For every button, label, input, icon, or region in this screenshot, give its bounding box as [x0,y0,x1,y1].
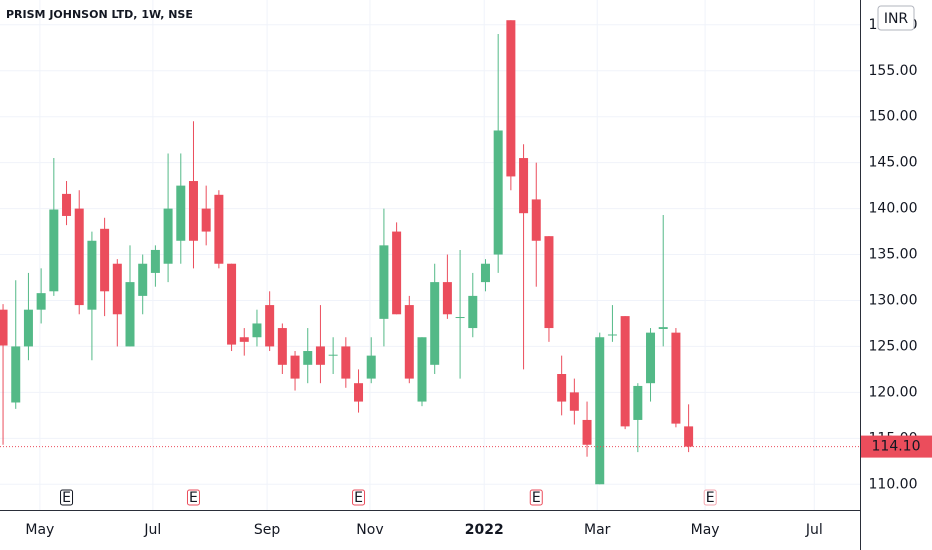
y-tick-label: 155.00 [869,63,918,79]
candle-body [138,263,148,296]
candle-body [214,194,224,264]
x-tick-label: 2022 [465,522,504,538]
candle-body [328,354,338,356]
candle-body [188,181,198,241]
candle-body [430,282,440,365]
earnings-marker[interactable] [186,489,200,506]
candle-body [531,199,541,241]
x-tick-label: Jul [805,522,823,538]
y-tick-label: 140.00 [869,201,918,217]
candle-body [582,419,592,445]
y-tick-label: 135.00 [869,247,918,263]
candle-body [74,208,84,306]
candle-body [442,282,452,315]
candle-body [265,305,275,347]
x-tick-label: May [25,522,54,538]
last-price-box [861,435,932,458]
candle-body [11,346,21,403]
candle-body [455,317,465,319]
earnings-marker[interactable] [529,489,543,506]
earnings-label: E [706,490,715,506]
candles [0,20,860,485]
candle-body [150,249,160,273]
candle-body [201,208,211,232]
earnings-label: E [189,490,198,506]
candle-body [354,383,364,402]
candle-body [290,355,300,379]
candle-body [633,385,643,420]
candle-body [379,245,389,319]
candle-body [506,20,516,177]
currency-box[interactable] [877,5,915,31]
candle-body [87,240,97,310]
candle-body [658,327,668,329]
candle-body [315,346,325,365]
axis-labels: 110.00115.00120.00125.00130.00135.00140.… [25,17,932,538]
earnings-label: E [354,490,363,506]
candle-body [569,392,579,411]
candle-body [493,130,503,255]
candle-body [417,337,427,402]
y-tick-label: 150.00 [869,109,918,125]
x-tick-label: Jul [143,522,161,538]
candle-body [163,208,173,264]
y-tick-label: 110.00 [869,476,918,492]
candle-body [366,355,376,379]
last-price-label: 114.10 [872,439,921,455]
y-tick-label: 125.00 [869,338,918,354]
y-tick-label: 120.00 [869,384,918,400]
candle-body [544,236,554,329]
candle-body [519,158,529,214]
candle-body [125,282,135,347]
candle-body [303,351,313,365]
x-tick-label: May [691,522,720,538]
x-tick-label: Nov [356,522,383,538]
y-tick-label: 145.00 [869,155,918,171]
candle-body [49,209,59,292]
candle-body [100,228,110,292]
candle-body [404,305,414,379]
candle-body [341,346,351,379]
candle-body [646,332,656,384]
candle-body [620,316,630,427]
candle-body [480,263,490,283]
candle-body [62,193,72,216]
candle-body [595,337,605,485]
candle-body [468,295,478,329]
candle-body [671,332,681,424]
x-tick-label: Sep [254,522,281,538]
candle-body [227,263,237,345]
candle-body [112,263,122,315]
candle-body [23,309,33,347]
earnings-label: E [62,490,71,506]
candle-body [36,293,46,310]
candle-body [176,185,186,241]
candle-body [239,337,249,342]
currency: INR [884,11,909,27]
earnings-marker[interactable] [352,489,366,506]
candle-body [252,323,262,338]
candle-body [392,231,402,315]
candle-body [607,334,617,336]
grid [0,0,860,510]
x-tick-label: Mar [584,522,611,538]
earnings-marker[interactable] [703,489,717,506]
candle-body [277,328,287,365]
candle-body [557,374,567,402]
y-tick-label: 130.00 [869,292,918,308]
candle-body [0,309,8,346]
earnings-label: E [532,490,541,506]
earnings-marker[interactable] [60,489,74,506]
chart-title: PRISM JOHNSON LTD, 1W, NSE [6,8,193,21]
candle-body [684,426,694,447]
